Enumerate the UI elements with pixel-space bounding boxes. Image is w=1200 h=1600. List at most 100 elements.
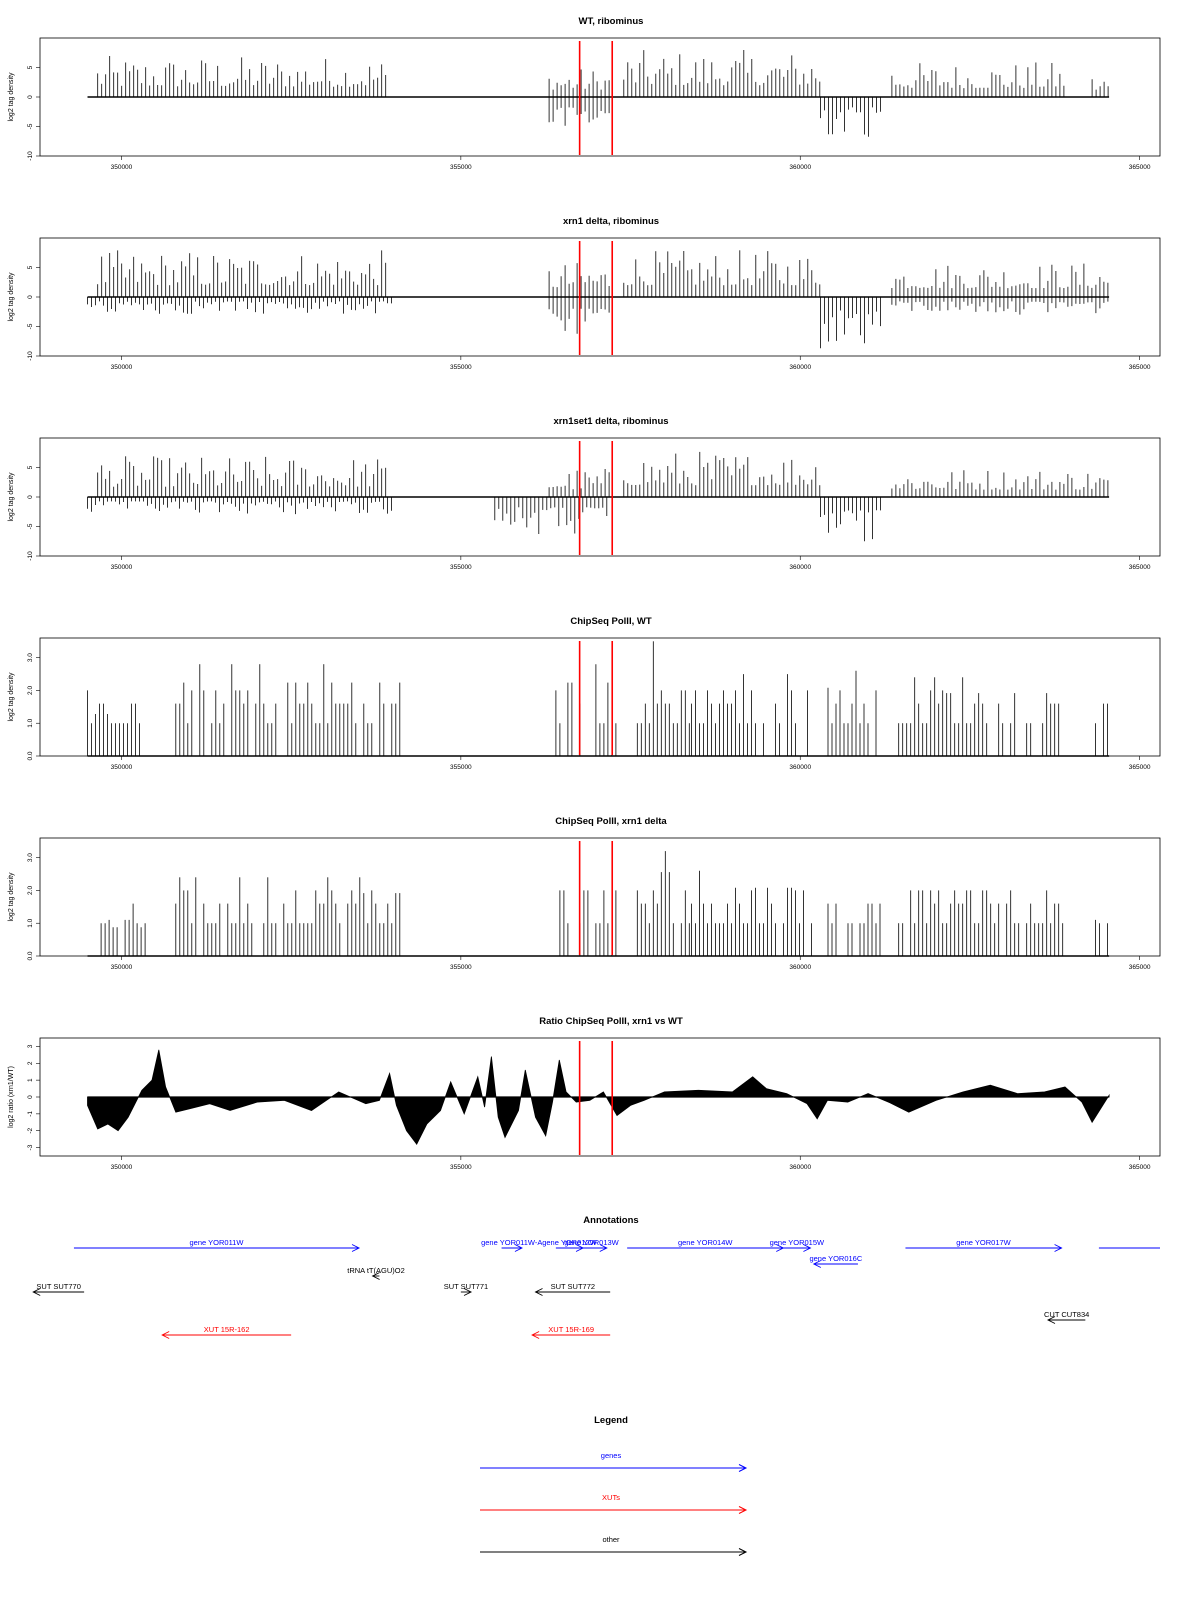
y-tick-label: 2.0 — [27, 886, 34, 895]
x-tick-label: 365000 — [1129, 564, 1151, 571]
annotation-label: SUT SUT771 — [444, 1282, 488, 1291]
annotation-label: gene YOR011W-A — [481, 1238, 542, 1247]
annotation-gene: gene YOR011W-A — [481, 1238, 542, 1252]
annotation-gene: gene YOR015W — [770, 1238, 825, 1252]
arrow-head-icon — [32, 1288, 41, 1296]
annotation-gene: gene YOR016C — [809, 1254, 863, 1268]
annotations-track: Annotations gene YOR011W gene YOR011W-A ge… — [32, 1215, 1160, 1339]
panel-6: Ratio ChipSeq PolII, xrn1 vs WT log2 rati… — [8, 1016, 1161, 1171]
annotations-title: Annotations — [583, 1215, 638, 1226]
y-tick-label: -5 — [27, 323, 34, 329]
y-tick-label: 5 — [27, 65, 34, 69]
y-axis-label: log2 tag density — [8, 72, 15, 122]
annotation-items: gene YOR011W gene YOR011W-A gene YOR012W ge… — [32, 1238, 1160, 1339]
x-tick-label: 355000 — [450, 764, 472, 771]
annotation-label: SUT SUT772 — [551, 1282, 595, 1291]
y-tick-label: 1.0 — [27, 918, 34, 927]
arrow-head-icon — [1046, 1316, 1056, 1324]
x-tick-label: 365000 — [1129, 1164, 1151, 1171]
annotation-label: XUT 15R-169 — [548, 1325, 594, 1334]
arrow-head-icon — [803, 1244, 812, 1252]
annotation-other: SUT SUT770 — [32, 1282, 85, 1296]
panel-title: Ratio ChipSeq PolII, xrn1 vs WT — [539, 1016, 683, 1027]
x-tick-label: 360000 — [789, 164, 811, 171]
panel-4: ChipSeq PolII, WT log2 tag density 0.0 1.0 2… — [8, 616, 1161, 771]
x-tick-label: 360000 — [789, 1164, 811, 1171]
annotation-other: SUT SUT771 — [444, 1282, 488, 1296]
x-tick-label: 360000 — [789, 964, 811, 971]
annotation-label: gene YOR012W — [542, 1238, 597, 1247]
data-marks — [87, 451, 1110, 542]
panel-title: xrn1set1 delta, ribominus — [553, 416, 668, 427]
legend-title: Legend — [594, 1415, 628, 1426]
y-tick-label: -10 — [27, 151, 34, 161]
annotation-gene: gene YOR017W — [905, 1238, 1063, 1252]
x-tick-label: 365000 — [1129, 364, 1151, 371]
x-tick-label: 355000 — [450, 564, 472, 571]
arrow-head-icon — [514, 1244, 523, 1252]
panel-title: xrn1 delta, ribominus — [563, 216, 659, 227]
arrow-head-icon — [351, 1244, 361, 1252]
y-axis-label: log2 tag density — [8, 472, 15, 522]
annotation-label: gene YOR014W — [678, 1238, 733, 1247]
y-tick-label: 0 — [27, 495, 34, 499]
annotation-xut: XUT 15R-162 — [161, 1325, 292, 1339]
annotation-xut: XUT 15R-169 — [531, 1325, 611, 1339]
y-tick-label: -2 — [27, 1127, 34, 1133]
y-axis-label: log2 tag density — [8, 872, 15, 922]
panel-3: xrn1set1 delta, ribominus log2 tag densit… — [8, 416, 1161, 571]
x-tick-label: 365000 — [1129, 964, 1151, 971]
annotation-label: gene YOR015W — [770, 1238, 825, 1247]
y-tick-label: -10 — [27, 551, 34, 561]
y-tick-label: 0 — [27, 1095, 34, 1099]
x-tick-label: 355000 — [450, 1164, 472, 1171]
x-tick-label: 350000 — [111, 964, 133, 971]
legend: Legend genes XUTs other — [480, 1415, 748, 1556]
panel-title: WT, ribominus — [579, 16, 644, 27]
x-tick-label: 355000 — [450, 964, 472, 971]
arrow-head-icon — [599, 1244, 608, 1252]
annotation-label: CUT CUT834 — [1044, 1310, 1089, 1319]
x-tick-label: 350000 — [111, 364, 133, 371]
annotation-label: SUT SUT770 — [36, 1282, 80, 1291]
y-tick-label: -10 — [27, 351, 34, 361]
panel-1: WT, ribominus log2 tag density -10 -5 0 5 3500… — [8, 16, 1161, 171]
arrow-head-icon — [463, 1288, 473, 1296]
y-axis-label: log2 tag density — [8, 272, 15, 322]
panel-2: xrn1 delta, ribominus log2 tag density -10… — [8, 216, 1161, 371]
legend-items: genes XUTs other — [480, 1451, 748, 1556]
panel-5: ChipSeq PolII, xrn1 delta log2 tag densit… — [8, 816, 1161, 971]
legend-item-other: other — [480, 1535, 748, 1556]
annotation-other: tRNA tT(AGU)O2 — [347, 1266, 405, 1280]
arrow-head-icon — [161, 1331, 170, 1339]
x-tick-label: 365000 — [1129, 164, 1151, 171]
annotation-other: SUT SUT772 — [534, 1282, 611, 1296]
arrow-head-icon — [534, 1288, 543, 1296]
legend-label: other — [602, 1535, 620, 1544]
y-axis-label: log2 ratio (xrn1/WT) — [8, 1066, 15, 1128]
arrow-head-icon — [531, 1331, 540, 1339]
y-tick-label: 3 — [27, 1044, 34, 1048]
y-tick-label: 0 — [27, 95, 34, 99]
data-marks — [87, 50, 1110, 137]
annotation-label: gene YOR017W — [956, 1238, 1011, 1247]
y-tick-label: 2.0 — [27, 686, 34, 695]
y-tick-label: 3.0 — [27, 853, 34, 862]
annotation-gene: gene YOR011W — [73, 1238, 361, 1252]
annotation-label: gene YOR016C — [809, 1254, 862, 1263]
legend-item-xut: XUTs — [480, 1493, 748, 1514]
y-tick-label: 0.0 — [27, 951, 34, 960]
arrow-head-icon — [371, 1272, 380, 1280]
y-tick-label: 0 — [27, 295, 34, 299]
y-tick-label: -1 — [27, 1111, 34, 1117]
arrow-head-icon — [812, 1260, 822, 1268]
x-tick-label: 360000 — [789, 764, 811, 771]
panel-title: ChipSeq PolII, xrn1 delta — [555, 816, 667, 827]
arrow-head-icon — [738, 1464, 748, 1472]
y-tick-label: 5 — [27, 465, 34, 469]
legend-item-gene: genes — [480, 1451, 748, 1472]
data-marks — [87, 641, 1110, 757]
x-tick-label: 350000 — [111, 164, 133, 171]
